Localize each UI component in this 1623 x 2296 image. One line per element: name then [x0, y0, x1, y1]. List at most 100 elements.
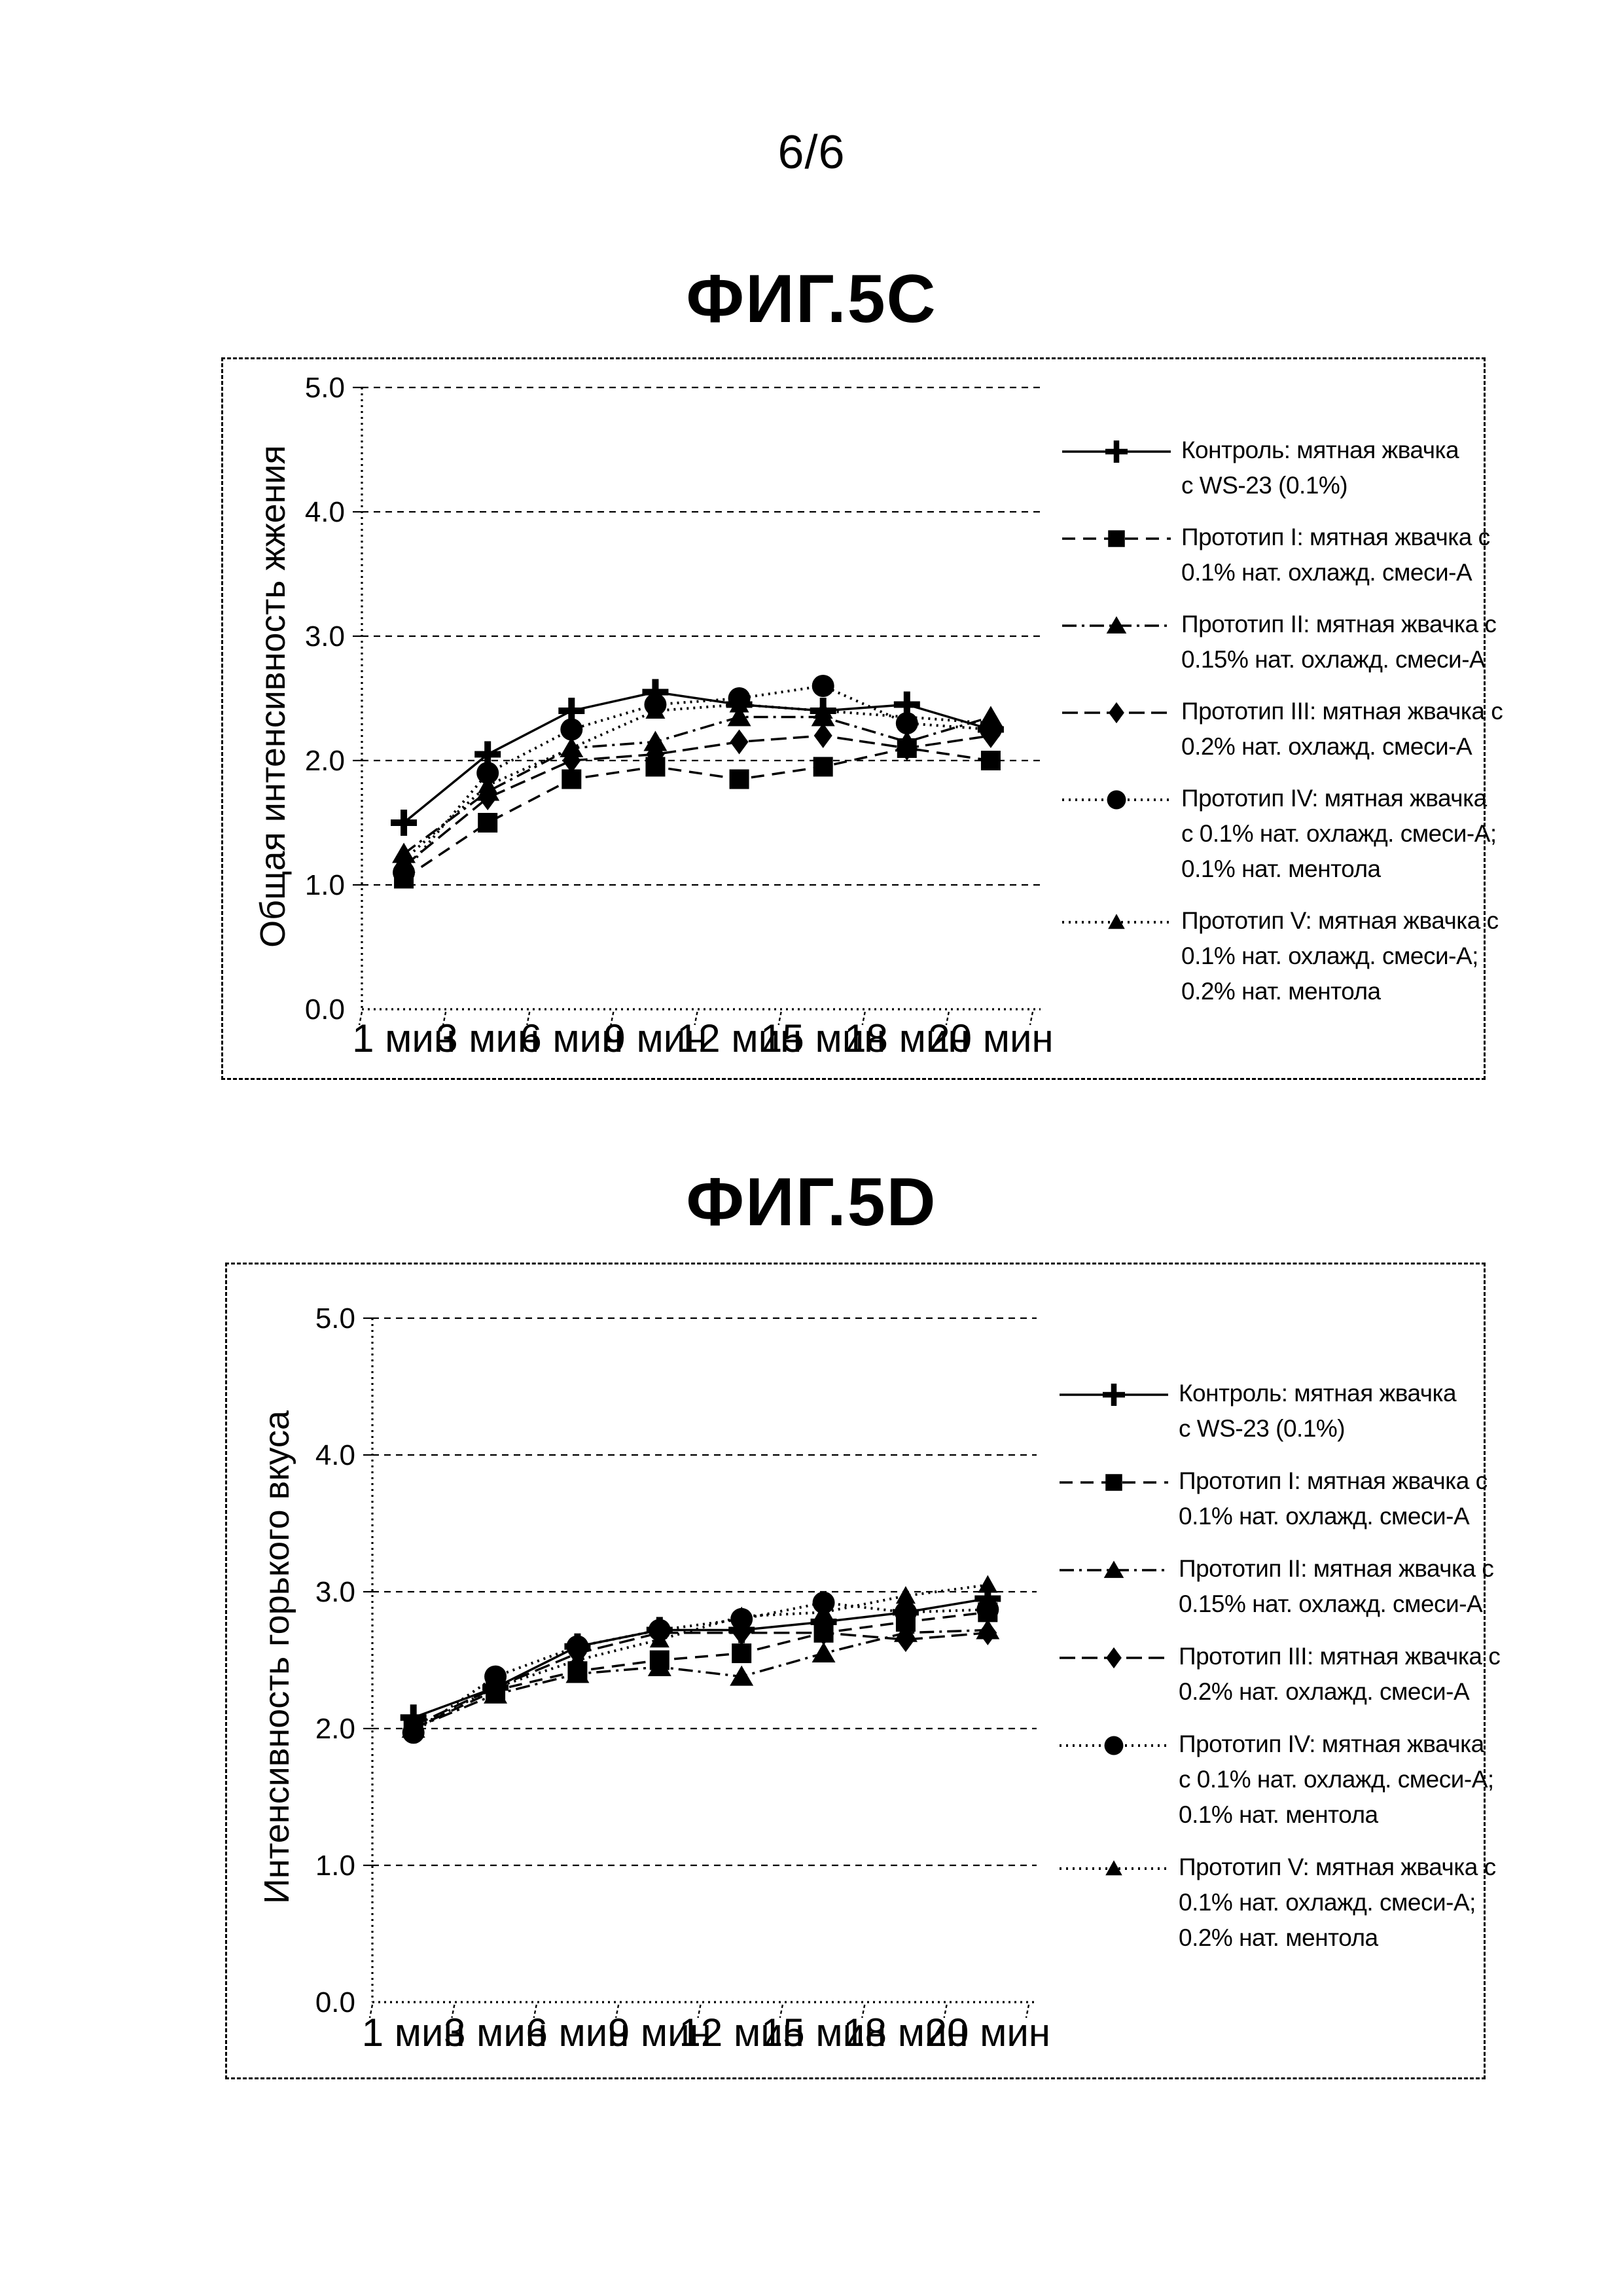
x-axis-tick	[451, 2004, 455, 2018]
figure-5d-y-axis-label: Интенсивность горького вкуса	[257, 1410, 296, 1905]
legend-label-line: Прототип I: мятная жвачка с	[1179, 1467, 1488, 1494]
triangle-small-marker	[813, 1602, 834, 1621]
square-marker	[478, 813, 498, 833]
triangle-small-marker	[729, 694, 749, 713]
series-line-control	[413, 1597, 988, 1719]
legend-entry-prototype-3: Прототип III: мятная жвачка с 0.2% нат. о…	[1061, 694, 1503, 764]
circle-marker	[476, 762, 499, 784]
square-marker	[732, 1643, 752, 1664]
diamond-marker	[897, 736, 916, 761]
legend-label-line: Прототип II: мятная жвачка с	[1181, 611, 1497, 637]
plus-marker	[391, 810, 418, 836]
figure-5d-legend: Контроль: мятная жвачка с WS-23 (0.1%) Про…	[1058, 1376, 1501, 1956]
triangle-marker	[730, 1665, 754, 1686]
series-line-prototype-5	[412, 1583, 988, 1730]
legend-label-line: 0.1% нат. охлажд. смеси-А	[1181, 559, 1472, 586]
x-tick-label: 18 мин	[843, 2011, 968, 2054]
triangle-small-marker	[732, 1606, 752, 1624]
legend-label-line: 0.1% нат. ментола	[1179, 1801, 1378, 1828]
triangle-marker	[812, 1642, 836, 1663]
series-line-prototype-4	[412, 1601, 988, 1734]
circle-marker	[976, 1598, 999, 1621]
triangle-small-marker	[567, 1650, 588, 1668]
y-tick-label: 0.0	[305, 994, 345, 1026]
legend-label: Прототип IV: мятная жвачка с 0.1% нат. ох…	[1179, 1727, 1494, 1833]
legend-sample-triangle-small-icon	[1062, 914, 1171, 929]
legend-sample-diamond-icon	[1062, 702, 1171, 724]
triangle-marker	[647, 1655, 671, 1676]
diamond-marker	[978, 1620, 997, 1645]
x-tick-label: 12 мин	[677, 1016, 802, 1060]
y-tick-label: 1.0	[315, 1850, 355, 1882]
legend-label-line: с WS-23 (0.1%)	[1179, 1415, 1346, 1442]
legend-label: Прототип II: мятная жвачка с 0.15% нат. о…	[1179, 1551, 1494, 1622]
legend-label: Прототип I: мятная жвачка с 0.1% нат. охл…	[1181, 520, 1490, 590]
triangle-marker	[727, 706, 751, 726]
legend-label-line: Прототип V: мятная жвачка с	[1179, 1854, 1496, 1880]
x-axis-tick	[610, 1011, 615, 1026]
legend-entry-control: Контроль: мятная жвачка с WS-23 (0.1%)	[1061, 433, 1503, 503]
x-tick-label: 15 мин	[761, 2011, 886, 2054]
legend-label-line: 0.2% нат. ментола	[1181, 978, 1381, 1005]
legend-label-line: 0.1% нат. охлажд. смеси-А;	[1179, 1889, 1476, 1916]
series-line-control	[402, 691, 991, 824]
legend-label-line: с WS-23 (0.1%)	[1181, 472, 1348, 499]
square-marker	[729, 769, 749, 789]
series-line-prototype-1	[412, 1611, 988, 1730]
legend-label-line: 0.2% нат. охлажд. смеси-А	[1179, 1678, 1470, 1705]
x-axis-tick	[697, 2004, 702, 2018]
legend-entry-prototype-4: Прототип IV: мятная жвачка с 0.1% нат. ох…	[1061, 781, 1503, 887]
legend-label: Прототип III: мятная жвачка с 0.2% нат. о…	[1181, 694, 1503, 764]
figure-5c-title: ФИГ.5C	[686, 261, 937, 337]
y-tick-label: 2.0	[305, 745, 345, 777]
circle-marker	[566, 1635, 589, 1658]
legend-sample-triangle-icon	[1062, 616, 1171, 634]
triangle-small-marker	[897, 707, 917, 725]
x-axis-tick	[943, 2004, 948, 2018]
legend-sample-triangle-small-icon	[1060, 1860, 1168, 1876]
legend-label-line: с 0.1% нат. охлажд. смеси-А;	[1181, 820, 1497, 847]
legend-label: Прототип II: мятная жвачка с 0.15% нат. о…	[1181, 607, 1497, 677]
x-tick-label: 9 мин	[608, 2011, 711, 2054]
figure-5c-legend: Контроль: мятная жвачка с WS-23 (0.1%) Про…	[1061, 433, 1503, 1009]
x-tick-label: 20 мин	[928, 1016, 1053, 1060]
x-axis-tick	[1025, 2004, 1030, 2018]
legend-entry-prototype-1: Прототип I: мятная жвачка с 0.1% нат. охл…	[1058, 1463, 1500, 1534]
legend-entry-prototype-5: Прототип V: мятная жвачка с 0.1% нат. охл…	[1058, 1850, 1500, 1956]
series-line-prototype-3	[412, 1631, 988, 1727]
legend-label: Прототип V: мятная жвачка с 0.1% нат. охл…	[1179, 1850, 1496, 1956]
circle-marker	[484, 1665, 507, 1688]
figure-5c-frame: 5.0 4.0 3.0 2.0 1.0 0.0 1 мин 3 мин 6 мин 9 мин 12…	[221, 357, 1503, 1080]
x-axis-tick	[358, 1011, 363, 1026]
page-number: 6/6	[777, 126, 846, 179]
legend-label: Прототип IV: мятная жвачка с 0.1% нат. ох…	[1181, 781, 1497, 887]
legend-label: Прототип III: мятная жвачка с 0.2% нат. о…	[1179, 1639, 1501, 1710]
legend-label-line: Прототип II: мятная жвачка с	[1179, 1555, 1494, 1582]
triangle-small-marker	[486, 1677, 506, 1696]
x-tick-label: 18 мин	[844, 1016, 969, 1060]
legend-label-line: 0.2% нат. охлажд. смеси-А	[1181, 733, 1472, 760]
triangle-small-marker	[978, 1575, 998, 1593]
diamond-marker	[813, 723, 832, 748]
figure-5c-y-axis-label: Общая интенсивность жжения	[253, 445, 293, 948]
legend-label-line: 0.1% нат. охлажд. смеси-А;	[1181, 942, 1478, 969]
circle-marker	[560, 718, 583, 741]
y-tick-label: 5.0	[315, 1302, 355, 1335]
x-tick-label: 15 мин	[760, 1016, 885, 1060]
x-axis-tick	[945, 1011, 950, 1026]
legend-entry-prototype-2: Прототип II: мятная жвачка с 0.15% нат. о…	[1058, 1551, 1500, 1622]
triangle-small-marker	[562, 738, 582, 756]
series-line-prototype-4	[402, 684, 991, 874]
legend-label: Прототип I: мятная жвачка с 0.1% нат. охл…	[1179, 1463, 1488, 1534]
x-axis-tick	[777, 1011, 782, 1026]
legend-label-line: Прототип IV: мятная жвачка	[1181, 785, 1487, 812]
x-axis-tick	[861, 2004, 866, 2018]
legend-label-line: Прототип V: мятная жвачка с	[1181, 907, 1499, 934]
x-axis-tick	[526, 1011, 531, 1026]
triangle-marker	[643, 730, 668, 751]
triangle-marker	[565, 1662, 590, 1683]
x-axis-tick	[368, 2004, 374, 2018]
triangle-small-marker	[403, 1719, 423, 1736]
y-tick-label: 3.0	[305, 620, 345, 653]
